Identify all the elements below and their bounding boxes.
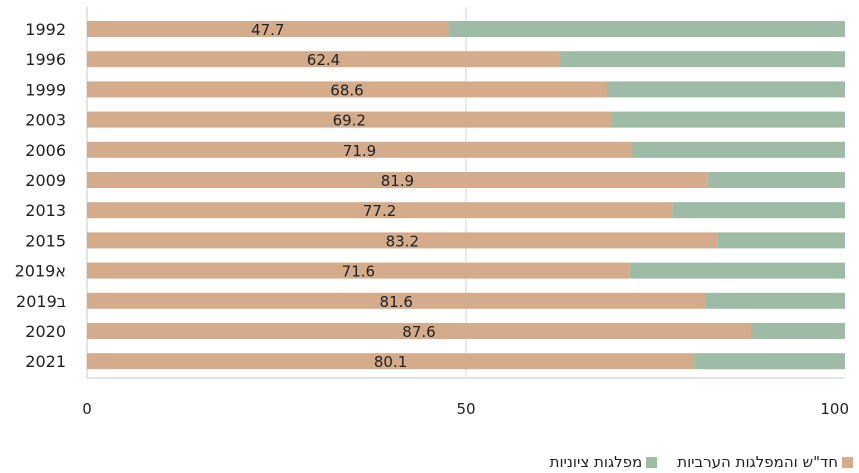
category-label: 1992 — [25, 20, 66, 39]
data-label: 87.6 — [402, 323, 435, 341]
data-label: 81.9 — [381, 172, 414, 190]
data-label: 68.6 — [330, 81, 363, 99]
category-label: ב2019 — [16, 292, 66, 311]
bar-arab-parties — [87, 51, 560, 68]
bar-arab-parties — [87, 262, 630, 279]
category-label: 1996 — [25, 50, 66, 69]
bar-zionist-parties — [751, 323, 845, 339]
data-label: 71.9 — [343, 142, 376, 160]
data-label: 71.6 — [342, 263, 375, 281]
bar-zionist-parties — [717, 232, 845, 249]
legend: חד"ש והמפלגות הערביות מפלגות ציוניות — [550, 452, 853, 472]
bar-arab-parties — [87, 111, 612, 128]
data-label: 62.4 — [307, 51, 340, 69]
bar-zionist-parties — [707, 172, 845, 188]
bar-zionist-parties — [705, 292, 845, 309]
bar-arab-parties — [87, 172, 708, 188]
bar-zionist-parties — [559, 51, 845, 68]
legend-swatch-zionist-parties — [646, 456, 658, 468]
legend-swatch-arab-parties — [842, 456, 853, 468]
bar-zionist-parties — [611, 111, 845, 128]
category-label: 2003 — [25, 111, 66, 130]
data-label: 80.1 — [374, 353, 407, 371]
data-label: 81.6 — [380, 293, 413, 311]
legend-item-arab-parties: חד"ש והמפלגות הערביות — [677, 453, 853, 471]
category-label: 1999 — [25, 80, 66, 99]
x-tick-label: 0 — [82, 400, 92, 418]
data-label: 69.2 — [333, 112, 366, 130]
bar-zionist-parties — [629, 262, 845, 279]
data-label: 47.7 — [251, 21, 284, 39]
category-label: 2013 — [25, 201, 66, 220]
category-label: 2021 — [25, 352, 66, 371]
legend-label-zionist-parties: מפלגות ציוניות — [549, 453, 643, 471]
bar-arab-parties — [87, 323, 752, 339]
bar-zionist-parties — [672, 202, 845, 219]
bar-arab-parties — [87, 141, 633, 158]
data-label: 83.2 — [386, 232, 419, 250]
bar-zionist-parties — [694, 353, 845, 370]
bar-arab-parties — [87, 202, 673, 219]
category-label: 2009 — [25, 171, 66, 190]
category-label: 2020 — [25, 322, 66, 341]
bar-arab-parties — [87, 353, 695, 370]
category-label: 2006 — [25, 141, 66, 160]
bar-zionist-parties — [448, 21, 845, 37]
category-label: א2019 — [15, 262, 66, 281]
bar-zionist-parties — [632, 141, 845, 158]
bar-arab-parties — [87, 292, 706, 309]
bar-arab-parties — [87, 81, 607, 98]
bar-arab-parties — [87, 21, 449, 37]
legend-label-arab-parties: חד"ש והמפלגות הערביות — [677, 453, 838, 471]
x-tick-label: 100 — [820, 400, 849, 418]
data-label: 77.2 — [363, 202, 396, 220]
category-label: 2015 — [25, 231, 66, 250]
x-tick-label: 50 — [456, 400, 475, 418]
bar-arab-parties — [87, 232, 718, 249]
bar-zionist-parties — [606, 81, 845, 98]
legend-item-zionist-parties: מפלגות ציוניות — [550, 453, 658, 471]
